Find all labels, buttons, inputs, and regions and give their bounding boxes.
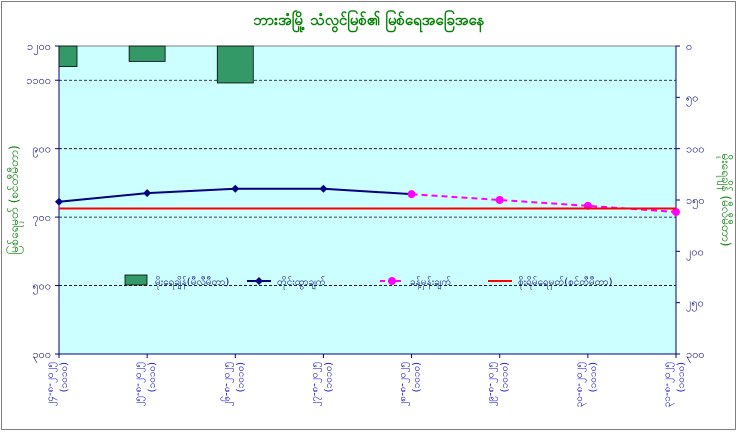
observed-point (231, 184, 240, 193)
right-axis-title: မိုးရေချိန် (မီလီမီတာ) (716, 154, 734, 247)
x-tick-time: (၁၀၁၀) (147, 362, 158, 392)
right-tick-label: ၂၅၀ (686, 297, 704, 312)
x-tick-label: ၃၁-၈-၂၀၂၅ (၁၀၁၀) (662, 362, 687, 407)
legend-swatch-bar (124, 274, 148, 286)
forecast-point (672, 207, 680, 216)
right-tick-label: ၁၀၀ (686, 143, 705, 156)
right-tick-label: ၁၅၀ (686, 194, 705, 209)
rain-bar (216, 45, 254, 84)
x-tick-time: (၁၀၁၀) (676, 362, 687, 392)
x-tick-date: ၂၆-၈-၂၀၂၅ (219, 362, 234, 407)
x-tick-date: ၂၅-၈-၂၀၂၅ (133, 362, 146, 407)
legend-label: ခန့်မှန်းချက် (410, 275, 451, 290)
rain-bar (128, 45, 166, 62)
x-tick-date: ၂၄-၈-၂၀၂၅ (45, 362, 58, 407)
x-tick-label: ၂၅-၈-၂၀၂၅ (၁၀၁၀) (133, 362, 158, 407)
left-tick-label: ၅၀၀ (32, 280, 51, 295)
x-tick-time: (၁၀၁၀) (412, 362, 423, 392)
legend-label: မိုးရေချိန်(မီလီမီတာ) (155, 275, 229, 290)
left-axis-title: မြစ်ရေမှတ် (စင်တီမီတာ) (5, 145, 24, 254)
left-tick-label: ၁၁၀၀ (26, 74, 51, 87)
forecast-point (495, 196, 504, 204)
right-tick-label: ၀ (686, 40, 692, 53)
x-tick-label: ၂၉-၈-၂၀၂၅ (၁၀၁၀) (486, 362, 511, 407)
left-tick-label: ၃၀၀ (32, 348, 51, 363)
x-tick-label: ၂၆-၈-၂၀၂၅ (၁၀၁၀) (219, 362, 246, 407)
plot-area (58, 45, 677, 355)
left-tick-label: ၇၀၀ (32, 211, 51, 226)
left-tick-label: ၉၀၀ (32, 143, 51, 158)
right-tick-label: ၅၀ (686, 91, 698, 106)
x-tick-time: (၁၀၁၀) (500, 362, 511, 392)
right-tick-label: ၃၀၀ (686, 348, 705, 363)
x-tick-date: ၃၁-၈-၂၀၂၅ (662, 362, 675, 407)
legend-swatch-marker (388, 277, 396, 285)
x-tick-date: ၂၈-၈-၂၀၂၅ (398, 362, 411, 407)
x-tick-label: ၂၇-၈-၂၀၂၅ (၁၀၁၀) (309, 362, 334, 407)
legend-label: စိုးရိမ်ရေမှတ်(စင်တီမီတာ) (518, 275, 613, 290)
x-tick-label: ၃၀-၈-၂၀၂၅ (၁၀၁၀) (574, 362, 599, 407)
chart-title: ဘားအံမြို့ သံလွင်မြစ်၏ မြစ်ရေအခြေအနေ (254, 9, 485, 33)
legend-label: တိုင်းထွာချက် (277, 275, 326, 290)
x-tick-label: ၂၈-၈-၂၀၂၅ (၁၀၁၀) (398, 362, 423, 407)
rain-bar (58, 45, 78, 67)
forecast-point (407, 190, 416, 199)
x-tick-time: (၁၀၁၀) (59, 362, 70, 392)
x-tick-date: ၃၀-၈-၂၀၂၅ (574, 362, 587, 407)
observed-point (319, 184, 328, 193)
x-tick-date: ၂၇-၈-၂၀၂၅ (309, 362, 322, 407)
left-tick-label: ၁၂၀၀ (27, 40, 51, 55)
observed-point (55, 197, 63, 206)
legend-swatch-marker (255, 277, 263, 285)
right-tick-label: ၂၀၀ (686, 245, 704, 260)
x-tick-label: ၂၄-၈-၂၀၂၅ (၁၀၁၀) (45, 362, 70, 407)
x-tick-time: (၁၀၁၀) (235, 362, 246, 392)
x-tick-date: ၂၉-၈-၂၀၂၅ (486, 362, 499, 407)
x-tick-time: (၁၀၁၀) (588, 362, 599, 392)
x-tick-time: (၁၀၁၀) (323, 362, 334, 392)
observed-point (143, 189, 152, 198)
